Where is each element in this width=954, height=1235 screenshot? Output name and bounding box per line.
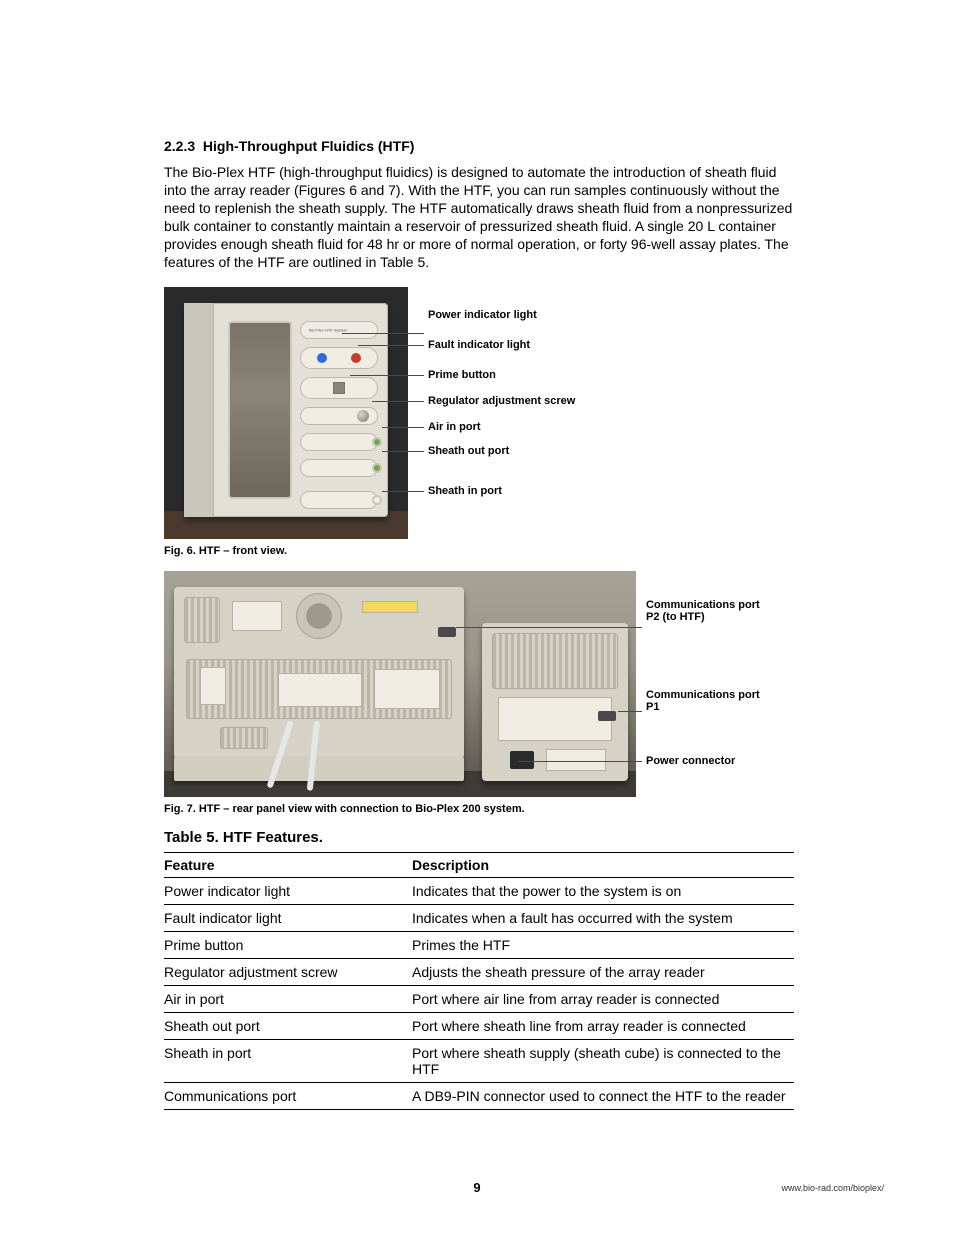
table-row: Power indicator lightIndicates that the … bbox=[164, 878, 794, 905]
table-title: Table 5. HTF Features. bbox=[164, 829, 794, 846]
section-heading: 2.2.3 High-Throughput Fluidics (HTF) bbox=[164, 138, 794, 154]
table-row: Sheath out portPort where sheath line fr… bbox=[164, 1013, 794, 1040]
table-row: Sheath in portPort where sheath supply (… bbox=[164, 1040, 794, 1083]
fig6-label-0: Power indicator light bbox=[428, 309, 537, 321]
comm-port-p2 bbox=[438, 627, 456, 637]
figure-7: Communications port P2 (to HTF) Communic… bbox=[164, 571, 794, 797]
array-reader-rear bbox=[174, 587, 464, 759]
fig7-label-1: Communications port P1 bbox=[646, 689, 766, 713]
table-row: Fault indicator lightIndicates when a fa… bbox=[164, 905, 794, 932]
fig7-label-0: Communications port P2 (to HTF) bbox=[646, 599, 766, 623]
power-connector bbox=[510, 751, 534, 769]
intro-paragraph: The Bio-Plex HTF (high-throughput fluidi… bbox=[164, 164, 794, 271]
table-header-row: Feature Description bbox=[164, 853, 794, 878]
comm-port-p1 bbox=[598, 711, 616, 721]
fig6-label-6: Sheath in port bbox=[428, 485, 502, 497]
fig6-label-1: Fault indicator light bbox=[428, 339, 530, 351]
fig6-label-3: Regulator adjustment screw bbox=[428, 395, 575, 407]
fig6-label-2: Prime button bbox=[428, 369, 496, 381]
page: 2.2.3 High-Throughput Fluidics (HTF) The… bbox=[0, 0, 954, 1235]
section-title: High-Throughput Fluidics (HTF) bbox=[203, 138, 415, 154]
fig6-caption: Fig. 6. HTF – front view. bbox=[164, 545, 794, 557]
figure-6: Bio-Plex HTF System Power indicato bbox=[164, 287, 794, 539]
table-row: Prime buttonPrimes the HTF bbox=[164, 932, 794, 959]
htf-features-table: Feature Description Power indicator ligh… bbox=[164, 852, 794, 1110]
col-feature: Feature bbox=[164, 853, 412, 878]
htf-rear bbox=[482, 623, 628, 781]
fig7-photo bbox=[164, 571, 636, 797]
fig6-label-4: Air in port bbox=[428, 421, 481, 433]
table-row: Communications portA DB9-PIN connector u… bbox=[164, 1083, 794, 1110]
fig6-label-5: Sheath out port bbox=[428, 445, 509, 457]
fig7-caption: Fig. 7. HTF – rear panel view with conne… bbox=[164, 803, 794, 815]
device-brand-label: Bio-Plex HTF System bbox=[309, 328, 347, 333]
table-row: Air in portPort where air line from arra… bbox=[164, 986, 794, 1013]
fig7-label-2: Power connector bbox=[646, 755, 735, 767]
fig6-photo: Bio-Plex HTF System bbox=[164, 287, 408, 539]
section-number: 2.2.3 bbox=[164, 138, 195, 154]
table-row: Regulator adjustment screwAdjusts the sh… bbox=[164, 959, 794, 986]
col-description: Description bbox=[412, 853, 794, 878]
htf-device-front: Bio-Plex HTF System bbox=[184, 303, 388, 517]
footer-url: www.bio-rad.com/bioplex/ bbox=[781, 1183, 884, 1193]
